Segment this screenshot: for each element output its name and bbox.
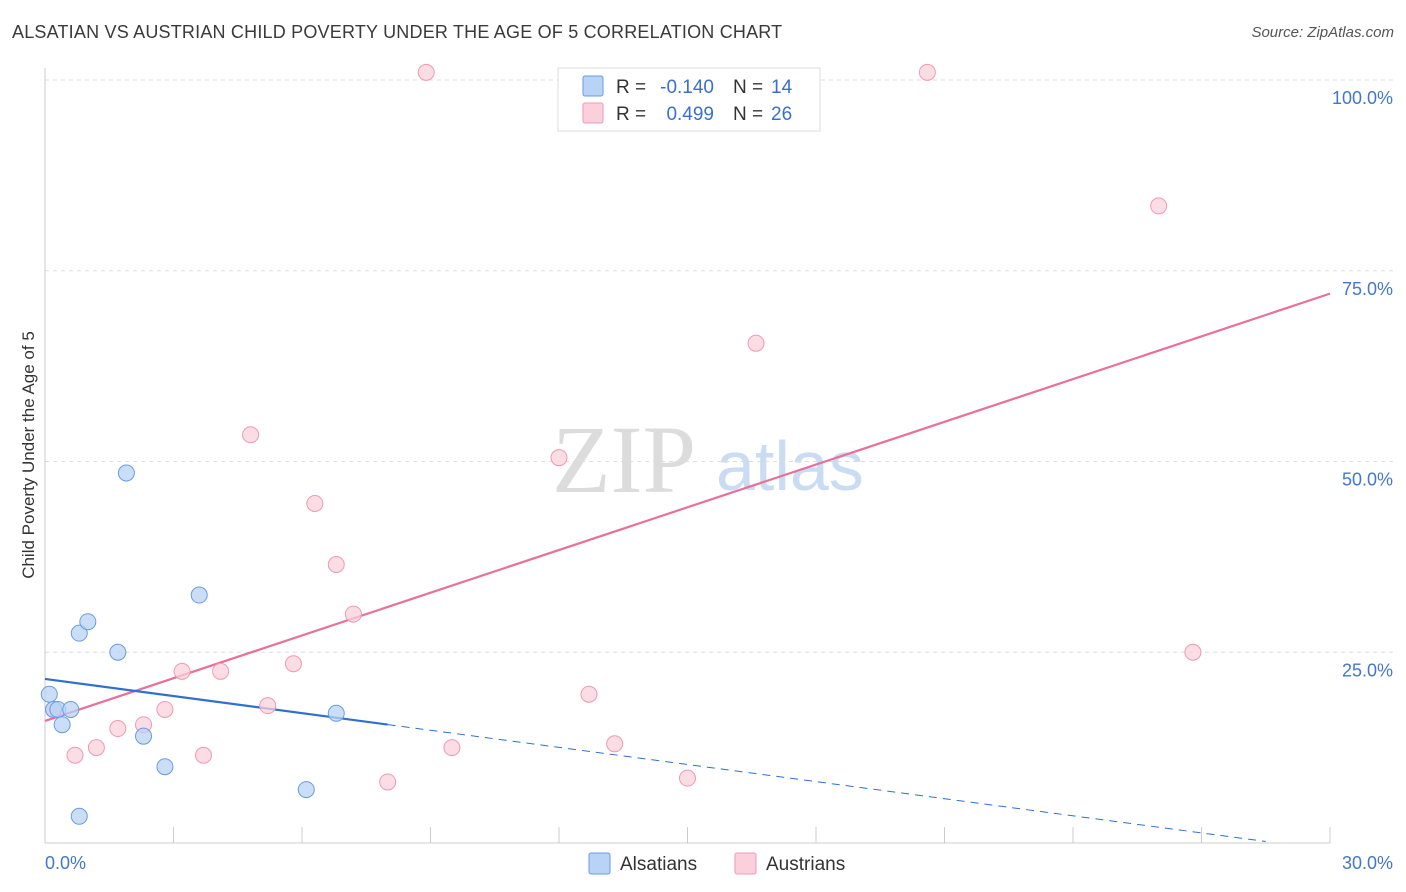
austrians-point <box>242 426 260 444</box>
austrians-point <box>66 746 84 764</box>
y-axis-label: Child Poverty Under the Age of 5 <box>19 331 38 579</box>
y-tick-label: 50.0% <box>1342 470 1393 490</box>
trend-lines <box>44 292 1331 842</box>
legend-swatch-alsatians <box>582 75 604 97</box>
alsatians-point <box>70 807 88 825</box>
legend-n-label-0: N = <box>733 77 763 98</box>
alsatians-points <box>40 464 345 825</box>
austrians-points <box>45 63 1202 791</box>
alsatians-point <box>327 704 345 722</box>
legend-n-label-1: N = <box>733 104 763 125</box>
alsatians-point <box>53 716 71 734</box>
legend-r-label-1: R = <box>616 104 646 125</box>
y-tick-label: 100.0% <box>1332 88 1393 108</box>
alsatians-point <box>156 758 174 776</box>
austrians-point <box>918 63 936 81</box>
austrians-point <box>379 773 397 791</box>
austrians-point <box>344 605 362 623</box>
axes <box>44 68 1331 844</box>
correlation-legend: R = -0.140 N = 14 R = 0.499 N = 26 <box>557 67 821 132</box>
alsatians-trend-line-extension <box>387 724 1266 842</box>
chart-title: ALSATIAN VS AUSTRIAN CHILD POVERTY UNDER… <box>12 22 783 42</box>
austrians-point <box>327 556 345 574</box>
alsatians-point <box>62 700 80 718</box>
watermark-zip: ZIP <box>552 406 696 513</box>
gridlines <box>45 79 1395 653</box>
legend-r-value-0: -0.140 <box>660 77 714 98</box>
y-tick-label: 25.0% <box>1342 660 1393 680</box>
alsatians-point <box>117 464 135 482</box>
x-tick-label-min: 0.0% <box>45 853 86 873</box>
series-legend-swatch-austrians <box>734 852 757 875</box>
alsatians-point <box>40 685 58 703</box>
x-tick-labels: 0.0% 30.0% <box>45 853 1393 873</box>
series-legend-swatch-alsatians <box>588 852 611 875</box>
austrians-point <box>580 685 598 703</box>
y-tick-labels: 25.0% 50.0% 75.0% 100.0% <box>1332 88 1393 680</box>
austrians-trend-line <box>44 292 1331 722</box>
austrians-point <box>173 662 191 680</box>
austrians-point <box>747 334 765 352</box>
austrians-point <box>606 735 624 753</box>
alsatians-point <box>79 613 97 631</box>
legend-r-value-1: 0.499 <box>666 104 714 125</box>
austrians-point <box>194 746 212 764</box>
austrians-point <box>679 769 696 787</box>
series-legend-label-alsatians: Alsatians <box>620 854 697 875</box>
austrians-point <box>1184 643 1202 661</box>
series-legend-label-austrians: Austrians <box>766 854 845 875</box>
alsatians-point <box>70 624 88 642</box>
austrians-point <box>212 662 230 680</box>
legend-swatch-austrians <box>582 102 604 124</box>
x-tick-label-max: 30.0% <box>1342 853 1393 873</box>
alsatians-point <box>297 781 315 799</box>
austrians-point <box>284 655 302 673</box>
austrians-point <box>306 494 324 512</box>
source-label: Source: ZipAtlas.com <box>1251 24 1394 41</box>
watermark: ZIP atlas <box>552 406 864 513</box>
austrians-point <box>1150 197 1168 215</box>
legend-r-label-0: R = <box>616 77 646 98</box>
legend-n-value-1: 26 <box>771 104 792 125</box>
legend-n-value-0: 14 <box>771 77 793 98</box>
austrians-point <box>109 720 127 738</box>
alsatians-point <box>109 643 127 661</box>
alsatians-point <box>190 586 208 604</box>
austrians-point <box>156 700 174 718</box>
austrians-point <box>550 449 568 467</box>
austrians-point <box>443 739 461 757</box>
austrians-point <box>417 63 435 81</box>
alsatians-point <box>135 727 153 745</box>
series-legend: Alsatians Austrians <box>588 852 845 875</box>
austrians-point <box>259 697 277 715</box>
y-tick-label: 75.0% <box>1342 279 1393 299</box>
austrians-point <box>87 739 105 757</box>
watermark-atlas: atlas <box>716 427 864 505</box>
